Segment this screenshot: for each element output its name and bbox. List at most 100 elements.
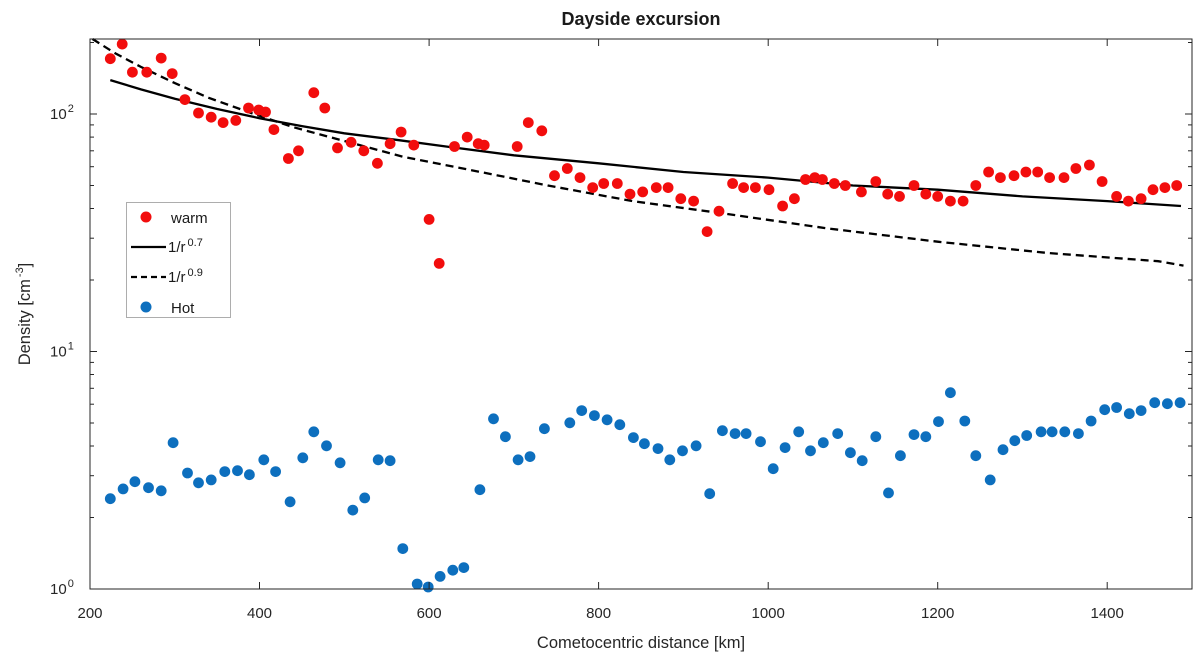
warm-data-point <box>945 195 956 207</box>
hot-data-point <box>639 438 650 450</box>
hot-data-point <box>717 425 728 437</box>
legend-label-hot: Hot <box>171 300 195 317</box>
hot-data-point <box>845 447 856 459</box>
warm-data-point <box>179 94 191 105</box>
hot-data-point <box>488 413 499 425</box>
legend-label-fit09: 1/r 0.9 <box>168 267 203 286</box>
warm-data-point <box>970 180 982 191</box>
fit-curves-layer <box>91 38 1184 267</box>
x-tick-label: 400 <box>247 605 272 622</box>
hot-data-point <box>258 454 270 466</box>
hot-data-point <box>817 437 829 449</box>
warm-data-point <box>141 66 153 78</box>
warm-data-point <box>1159 182 1171 194</box>
hot-data-point <box>614 419 626 431</box>
hot-data-point <box>1073 428 1084 439</box>
warm-data-point <box>777 200 788 212</box>
warm-data-point <box>839 180 851 191</box>
warm-data-point <box>395 126 407 138</box>
x-tick-label: 200 <box>77 605 102 622</box>
warm-data-point <box>260 106 271 118</box>
warm-data-point <box>995 172 1006 184</box>
warm-data-point <box>104 53 116 65</box>
warm-data-point <box>384 138 396 150</box>
hot-data-point <box>397 543 409 554</box>
warm-data-point <box>1070 163 1082 174</box>
warm-data-point <box>126 66 138 78</box>
hot-data-point <box>576 405 588 416</box>
warm-data-point <box>193 107 204 119</box>
hot-data-point <box>564 417 576 429</box>
warm-data-point <box>230 115 242 126</box>
hot-data-point <box>205 474 217 486</box>
warm-data-point <box>789 193 800 205</box>
warm-data-point <box>268 124 280 135</box>
warm-data-point <box>750 182 761 194</box>
legend-warm-dot-icon <box>140 211 152 223</box>
warm-data-point <box>701 226 713 238</box>
warm-data-point <box>205 111 217 123</box>
warm-data-point <box>957 195 969 207</box>
warm-data-point <box>1008 170 1020 182</box>
x-tick-label: 1400 <box>1091 605 1124 622</box>
scatter-points-layer <box>104 38 1186 593</box>
hot-data-point <box>1035 426 1047 438</box>
hot-data-point <box>959 415 971 427</box>
warm-data-point <box>345 136 357 148</box>
hot-data-point <box>970 450 982 462</box>
hot-data-point <box>856 455 868 467</box>
hot-data-point <box>422 581 434 593</box>
warm-data-point <box>1096 176 1108 187</box>
warm-data-point <box>561 163 573 174</box>
hot-data-point <box>143 482 154 494</box>
hot-data-point <box>779 442 791 453</box>
warm-data-point <box>1123 195 1134 207</box>
x-tick-label: 1200 <box>921 605 954 622</box>
hot-data-point <box>1174 397 1186 409</box>
x-axis-label: Cometocentric distance [km] <box>537 634 745 652</box>
warm-data-point <box>983 166 994 178</box>
warm-data-point <box>598 178 610 189</box>
warm-data-point <box>574 172 586 184</box>
hot-data-point <box>500 431 511 443</box>
hot-data-point <box>219 466 231 477</box>
hot-data-point <box>729 428 741 439</box>
y-tick-label: 100 <box>50 578 74 598</box>
hot-data-point <box>1085 415 1097 427</box>
hot-data-point <box>524 451 536 462</box>
warm-data-point <box>713 205 725 217</box>
warm-data-point <box>688 195 699 207</box>
warm-data-point <box>856 186 867 198</box>
warm-data-point <box>727 178 738 189</box>
warm-data-point <box>116 38 128 50</box>
warm-data-point <box>1111 191 1122 202</box>
fit-line-solid <box>109 78 1182 208</box>
warm-data-point <box>308 87 320 99</box>
fit-line-dashed <box>91 38 1184 267</box>
hot-data-point <box>755 436 766 448</box>
legend-label-warm: warm <box>170 210 208 227</box>
x-tick-label: 800 <box>586 605 611 622</box>
hot-data-point <box>704 488 716 500</box>
y-tick-label: 101 <box>50 341 74 361</box>
hot-data-point <box>182 467 193 479</box>
hot-data-point <box>359 492 371 504</box>
hot-data-point <box>1059 426 1071 438</box>
warm-data-point <box>894 191 905 202</box>
warm-data-point <box>662 182 674 194</box>
warm-data-point <box>870 176 882 187</box>
hot-data-point <box>1009 435 1021 447</box>
warm-data-point <box>1147 184 1159 196</box>
hot-data-point <box>740 428 752 439</box>
warm-data-point <box>817 174 828 185</box>
warm-data-point <box>1020 166 1032 178</box>
hot-data-point <box>539 423 550 435</box>
warm-data-point <box>283 153 294 164</box>
hot-data-point <box>372 454 384 466</box>
warm-data-point <box>461 131 473 143</box>
hot-data-point <box>270 466 281 477</box>
hot-data-point <box>652 443 664 454</box>
warm-data-point <box>763 184 775 196</box>
hot-data-point <box>601 414 613 426</box>
